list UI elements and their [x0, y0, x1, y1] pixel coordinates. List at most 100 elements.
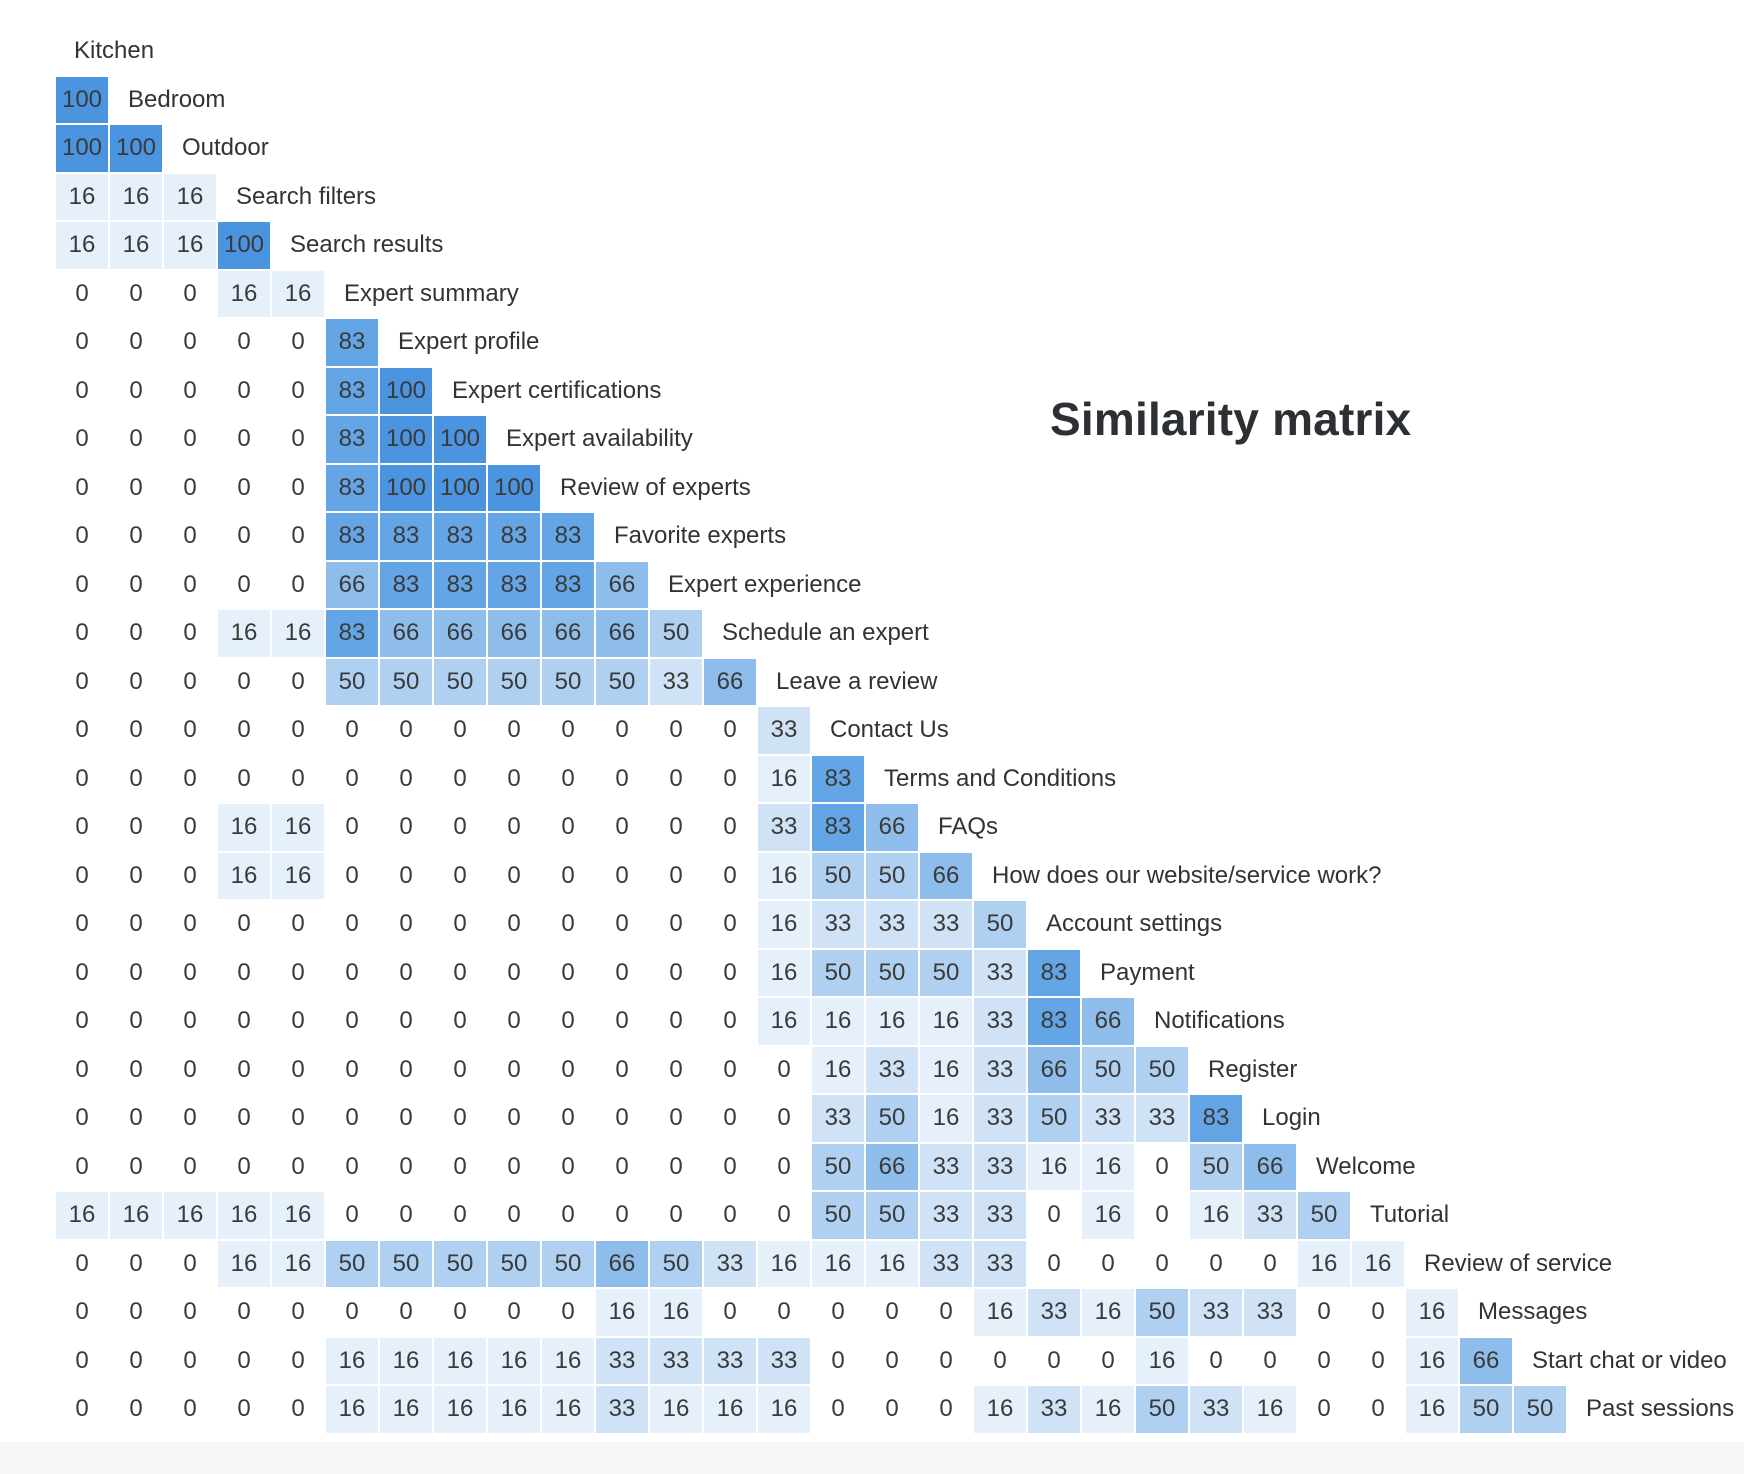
matrix-cell: 0	[110, 610, 162, 657]
matrix-cell: 50	[1514, 1386, 1566, 1433]
matrix-cell: 0	[110, 561, 162, 608]
matrix-cell: 33	[1028, 1386, 1080, 1433]
matrix-cell: 33	[974, 1095, 1026, 1142]
matrix-cell: 0	[110, 1143, 162, 1190]
matrix-cell: 66	[596, 610, 648, 657]
matrix-cell: 50	[812, 949, 864, 996]
matrix-cell: 0	[488, 707, 540, 754]
matrix-cell: 16	[218, 804, 270, 851]
matrix-cell: 0	[1298, 1386, 1350, 1433]
matrix-cell: 16	[1190, 1192, 1242, 1239]
matrix-cell: 66	[380, 610, 432, 657]
matrix-cell: 0	[866, 1337, 918, 1384]
matrix-cell: 0	[542, 804, 594, 851]
matrix-cell: 0	[56, 1337, 108, 1384]
matrix-cell: 50	[1460, 1386, 1512, 1433]
matrix-cell: 0	[326, 998, 378, 1045]
matrix-cell: 100	[380, 464, 432, 511]
matrix-cell: 33	[596, 1386, 648, 1433]
matrix-cell: 0	[218, 1046, 270, 1093]
matrix-cell: 0	[434, 901, 486, 948]
row-label: Expert certifications	[452, 376, 662, 404]
matrix-cell: 0	[272, 998, 324, 1045]
matrix-cell: 0	[704, 1192, 756, 1239]
matrix-cell: 0	[110, 1386, 162, 1433]
matrix-cell: 0	[488, 1289, 540, 1336]
matrix-cell: 0	[1244, 1240, 1296, 1287]
matrix-cell: 0	[1298, 1337, 1350, 1384]
matrix-cell: 0	[326, 804, 378, 851]
matrix-cell: 50	[650, 1240, 702, 1287]
matrix-cell: 50	[1136, 1289, 1188, 1336]
matrix-cell: 50	[812, 1143, 864, 1190]
matrix-cell: 0	[650, 1192, 702, 1239]
row-label: Review of service	[1424, 1249, 1613, 1277]
matrix-cell: 0	[272, 658, 324, 705]
matrix-cell: 0	[542, 707, 594, 754]
matrix-cell: 33	[650, 658, 702, 705]
matrix-cell: 0	[218, 998, 270, 1045]
matrix-cell: 0	[1298, 1289, 1350, 1336]
matrix-cell: 16	[218, 610, 270, 657]
row-label: Past sessions	[1586, 1395, 1735, 1423]
matrix-cell: 0	[110, 1337, 162, 1384]
matrix-cell: 0	[164, 1386, 216, 1433]
matrix-cell: 0	[272, 1046, 324, 1093]
matrix-cell: 0	[434, 949, 486, 996]
matrix-cell: 16	[164, 1192, 216, 1239]
matrix-cell: 0	[272, 416, 324, 463]
row-label: Review of experts	[560, 473, 751, 501]
matrix-cell: 16	[650, 1289, 702, 1336]
matrix-cell: 0	[434, 1192, 486, 1239]
matrix-cell: 16	[1406, 1386, 1458, 1433]
matrix-cell: 50	[596, 658, 648, 705]
matrix-cell: 16	[380, 1386, 432, 1433]
matrix-cell: 0	[758, 1192, 810, 1239]
matrix-cell: 0	[488, 998, 540, 1045]
matrix-cell: 0	[272, 1386, 324, 1433]
matrix-cell: 0	[164, 755, 216, 802]
matrix-cell: 0	[380, 1095, 432, 1142]
matrix-cell: 0	[110, 367, 162, 414]
matrix-cell: 0	[164, 561, 216, 608]
row-label: FAQs	[938, 813, 999, 841]
matrix-cell: 16	[542, 1337, 594, 1384]
matrix-cell: 50	[866, 1095, 918, 1142]
matrix-cell: 33	[920, 1143, 972, 1190]
matrix-cell: 0	[164, 1143, 216, 1190]
matrix-cell: 66	[1460, 1337, 1512, 1384]
matrix-cell: 0	[596, 949, 648, 996]
matrix-cell: 83	[326, 513, 378, 560]
matrix-cell: 0	[218, 1289, 270, 1336]
matrix-cell: 16	[110, 1192, 162, 1239]
matrix-cell: 16	[272, 804, 324, 851]
matrix-cell: 16	[1028, 1143, 1080, 1190]
matrix-cell: 0	[596, 804, 648, 851]
matrix-cell: 16	[758, 755, 810, 802]
matrix-cell: 16	[1082, 1143, 1134, 1190]
matrix-cell: 0	[272, 1095, 324, 1142]
matrix-cell: 33	[974, 1240, 1026, 1287]
matrix-cell: 0	[380, 1143, 432, 1190]
matrix-cell: 0	[218, 707, 270, 754]
matrix-cell: 83	[326, 319, 378, 366]
matrix-cell: 16	[110, 222, 162, 269]
row-label: Search results	[290, 231, 444, 259]
matrix-cell: 66	[1082, 998, 1134, 1045]
matrix-cell: 66	[920, 852, 972, 899]
matrix-cell: 0	[272, 513, 324, 560]
row-label: Login	[1262, 1104, 1321, 1132]
matrix-cell: 16	[326, 1386, 378, 1433]
matrix-cell: 66	[596, 561, 648, 608]
matrix-cell: 16	[272, 852, 324, 899]
matrix-cell: 0	[164, 1240, 216, 1287]
matrix-cell: 0	[650, 949, 702, 996]
matrix-cell: 0	[218, 901, 270, 948]
matrix-cell: 100	[218, 222, 270, 269]
matrix-cell: 16	[758, 852, 810, 899]
matrix-cell: 0	[434, 1289, 486, 1336]
matrix-cell: 0	[164, 464, 216, 511]
matrix-cell: 0	[326, 1192, 378, 1239]
matrix-cell: 0	[758, 1095, 810, 1142]
matrix-cell: 50	[812, 852, 864, 899]
